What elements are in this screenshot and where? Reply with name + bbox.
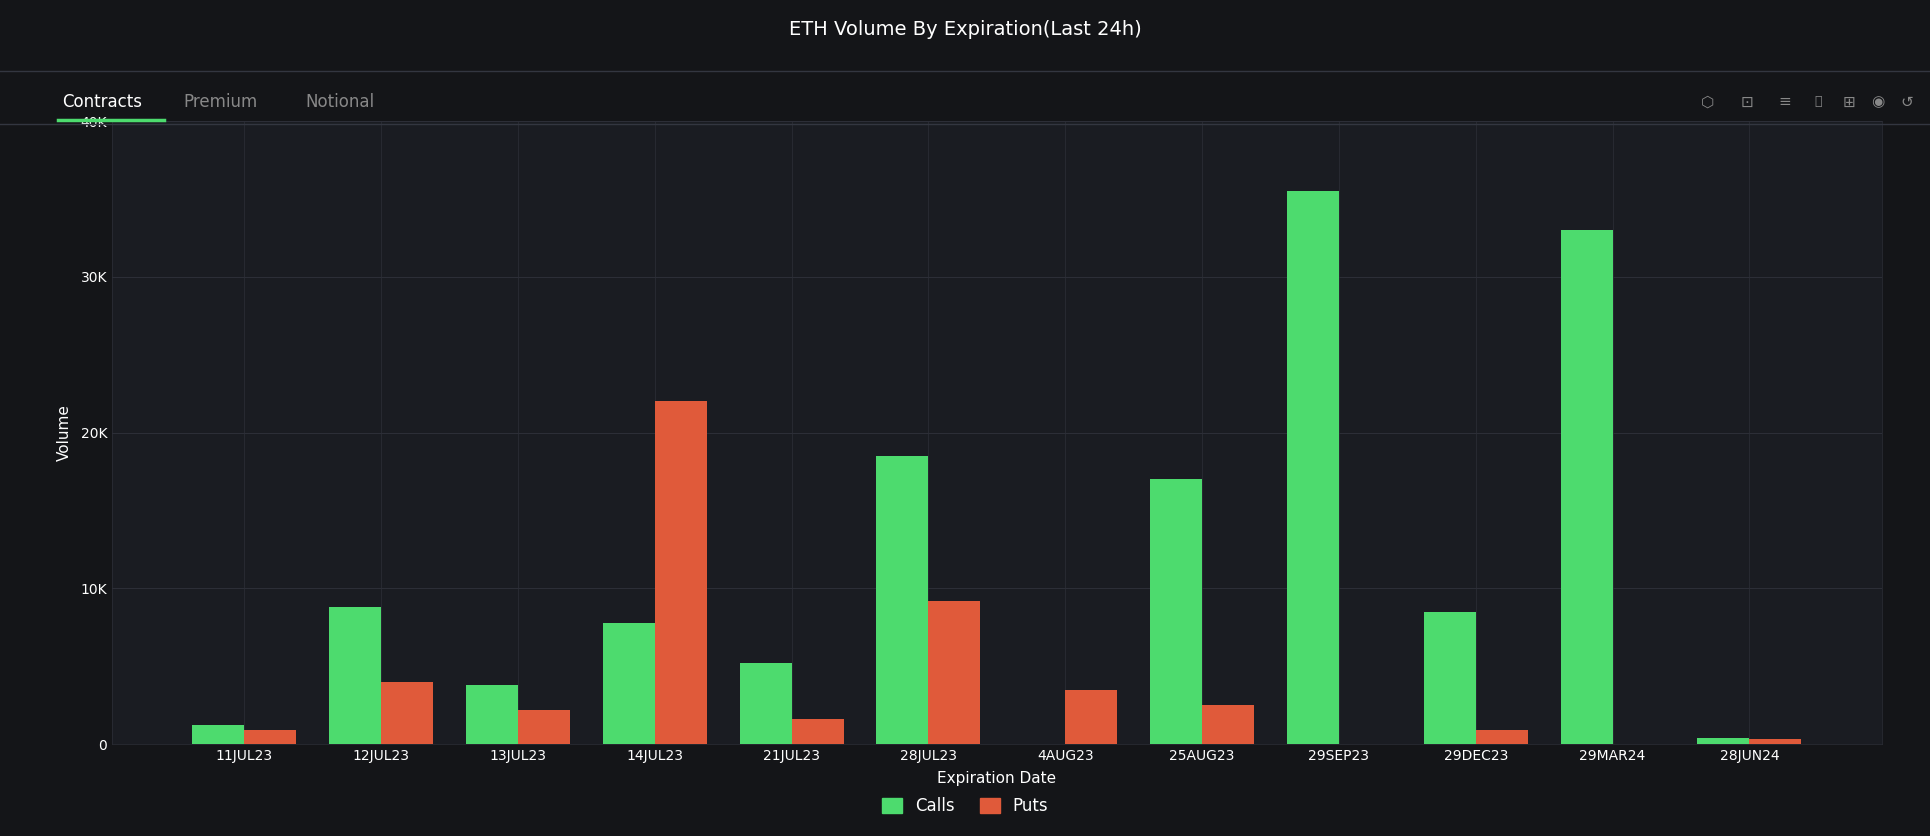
Text: Premium: Premium bbox=[183, 93, 257, 111]
Bar bbox=[465, 685, 517, 744]
Bar bbox=[1696, 738, 1749, 744]
Bar bbox=[1749, 739, 1801, 744]
Text: Contracts: Contracts bbox=[62, 93, 141, 111]
Text: ◉: ◉ bbox=[1872, 94, 1884, 110]
Bar bbox=[1150, 479, 1202, 744]
Bar bbox=[1065, 690, 1117, 744]
Text: Notional: Notional bbox=[305, 93, 374, 111]
Bar bbox=[330, 607, 382, 744]
Bar bbox=[1476, 730, 1529, 744]
Bar bbox=[791, 719, 843, 744]
Text: ETH Volume By Expiration(Last 24h): ETH Volume By Expiration(Last 24h) bbox=[789, 20, 1141, 38]
Bar bbox=[1424, 612, 1476, 744]
Text: ⬡: ⬡ bbox=[1702, 94, 1714, 110]
Bar bbox=[1561, 230, 1612, 744]
Bar bbox=[602, 623, 654, 744]
Bar bbox=[928, 601, 980, 744]
Bar bbox=[245, 730, 297, 744]
Bar bbox=[193, 726, 245, 744]
X-axis label: Expiration Date: Expiration Date bbox=[938, 772, 1056, 786]
Bar bbox=[1287, 191, 1339, 744]
Y-axis label: Volume: Volume bbox=[58, 404, 71, 461]
Text: ⊡: ⊡ bbox=[1741, 94, 1752, 110]
Text: 🔖: 🔖 bbox=[1814, 95, 1822, 109]
Bar bbox=[876, 456, 928, 744]
Text: ↺: ↺ bbox=[1901, 94, 1913, 110]
Legend: Calls, Puts: Calls, Puts bbox=[872, 789, 1058, 823]
Text: ≡: ≡ bbox=[1779, 94, 1791, 110]
Bar bbox=[382, 682, 432, 744]
Bar bbox=[654, 401, 706, 744]
Text: ⊞: ⊞ bbox=[1843, 94, 1855, 110]
Bar bbox=[517, 710, 569, 744]
Bar bbox=[1202, 705, 1255, 744]
Bar bbox=[739, 663, 791, 744]
